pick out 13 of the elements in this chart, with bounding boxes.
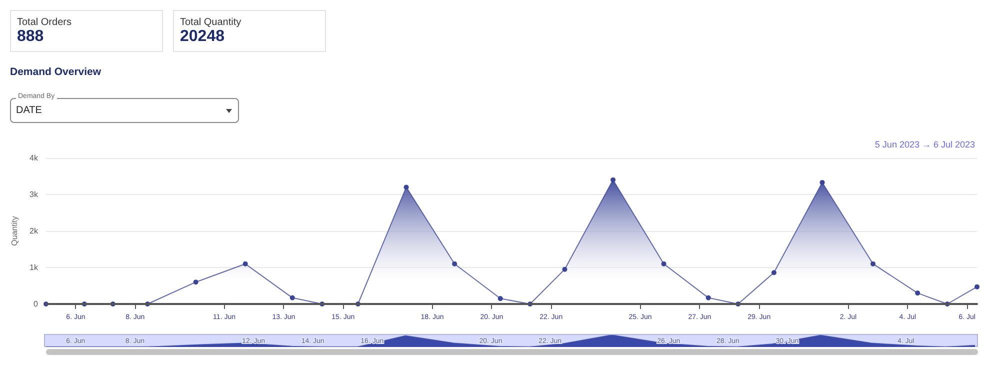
y-axis-title: Quantity [10, 216, 20, 246]
chart-title: Demand Overview [10, 66, 102, 78]
text: Total Quantity [180, 17, 242, 28]
y-tick-label: 0 [34, 300, 39, 308]
text: Total Orders [17, 17, 72, 28]
text: DATE [16, 105, 42, 116]
text: 5 Jun 2023 → 6 Jul 2023 [874, 140, 976, 150]
y-tick-label: 1k [30, 263, 39, 272]
y-tick-label: 2k [30, 226, 39, 236]
text: 20248 [180, 28, 226, 46]
y-tick-label: 4k [30, 154, 39, 162]
y-tick-label: 3k [30, 190, 39, 199]
text: 888 [17, 28, 45, 46]
